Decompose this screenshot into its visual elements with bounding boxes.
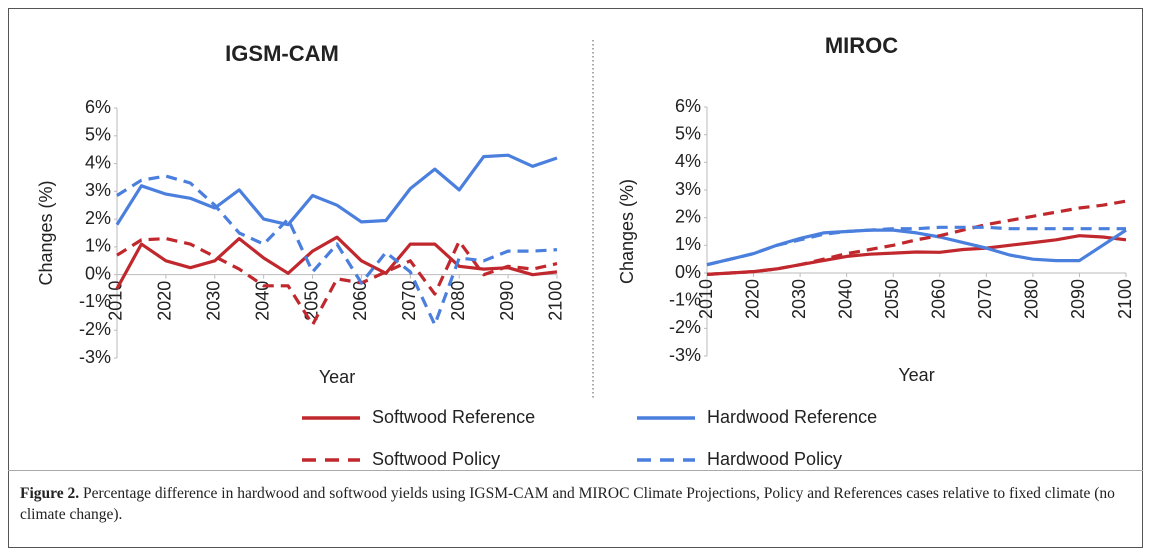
y-tick-label: -1%	[669, 289, 701, 309]
x-tick-label: 2100	[1115, 279, 1135, 319]
caption-label: Figure 2.	[20, 485, 80, 502]
x-tick-label: 2070	[975, 279, 995, 319]
legend-label: Hardwood Policy	[707, 449, 842, 469]
x-tick-label: 2080	[448, 281, 468, 321]
x-tick-label: 2010	[106, 281, 126, 321]
x-tick-label: 2020	[155, 281, 175, 321]
y-tick-label: 2%	[85, 208, 111, 228]
legend-label: Softwood Reference	[372, 407, 535, 427]
figure-frame	[8, 8, 1143, 548]
x-tick-label: 2050	[882, 279, 902, 319]
x-tick-label: 2100	[546, 281, 566, 321]
x-tick-label: 2090	[1068, 279, 1088, 319]
series-line	[116, 237, 558, 327]
series-line	[115, 153, 558, 227]
y-tick-label: 6%	[675, 96, 701, 116]
x-tick-label: 2080	[1022, 279, 1042, 319]
x-tick-label: 2090	[497, 281, 517, 321]
caption-rule	[8, 470, 1143, 471]
x-axis-label: Year	[898, 365, 934, 385]
caption: Figure 2. Percentage difference in hardw…	[20, 483, 1132, 525]
y-tick-label: 0%	[85, 263, 111, 283]
series-line	[706, 225, 1126, 267]
series-line	[116, 174, 558, 327]
x-tick-label: 2070	[399, 281, 419, 321]
y-tick-label: 4%	[85, 152, 111, 172]
y-tick-label: 1%	[85, 236, 111, 256]
y-tick-label: 5%	[675, 123, 701, 143]
x-tick-label: 2060	[929, 279, 949, 319]
y-axis-label: Changes (%)	[36, 180, 56, 285]
x-tick-label: 2040	[835, 279, 855, 319]
x-tick-label: 2010	[696, 279, 716, 319]
y-tick-label: 6%	[85, 97, 111, 117]
x-tick-label: 2050	[301, 281, 321, 321]
y-tick-label: 2%	[675, 206, 701, 226]
y-tick-label: 3%	[675, 179, 701, 199]
series-line	[706, 234, 1127, 276]
legend-label: Hardwood Reference	[707, 407, 877, 427]
y-tick-label: -2%	[669, 317, 701, 337]
y-tick-label: -2%	[79, 319, 111, 339]
x-tick-label: 2060	[350, 281, 370, 321]
x-tick-label: 2030	[204, 281, 224, 321]
x-axis-label: Year	[319, 367, 355, 387]
series-line	[706, 228, 1127, 267]
y-tick-label: 3%	[85, 180, 111, 200]
chart-title: MIROC	[825, 33, 898, 58]
y-tick-label: 0%	[675, 262, 701, 282]
y-tick-label: -3%	[669, 345, 701, 365]
chart: IGSM-CAM Changes (%) Year -3% -2% -1% 0% 1% 2% 3%…	[36, 33, 1135, 469]
chart-title: IGSM-CAM	[225, 41, 339, 66]
y-tick-label: -3%	[79, 347, 111, 367]
x-tick-label: 2020	[742, 279, 762, 319]
x-tick-label: 2040	[252, 281, 272, 321]
y-tick-label: 4%	[675, 151, 701, 171]
y-tick-label: -1%	[79, 291, 111, 311]
y-axis-label: Changes (%)	[617, 179, 637, 284]
legend-label: Softwood Policy	[372, 449, 500, 469]
y-tick-label: 1%	[675, 234, 701, 254]
y-tick-label: 5%	[85, 125, 111, 145]
caption-text: Percentage difference in hardwood and so…	[20, 485, 1115, 523]
x-tick-label: 2030	[789, 279, 809, 319]
series-line	[115, 235, 558, 290]
